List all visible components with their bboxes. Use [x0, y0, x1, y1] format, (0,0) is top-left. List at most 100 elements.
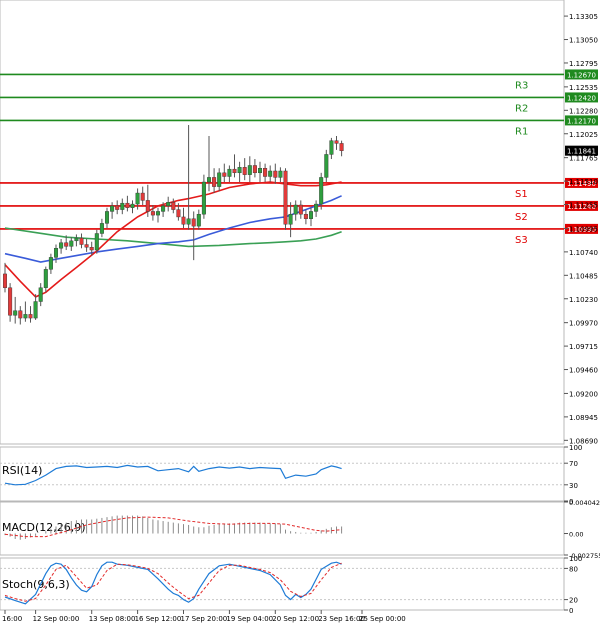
price-tick-label: 1.09460	[569, 367, 598, 375]
candle	[206, 136, 211, 192]
candle	[212, 168, 217, 194]
candle-body	[222, 172, 227, 177]
candlesticks	[3, 125, 344, 325]
level-price-label: 1.12670	[567, 71, 596, 79]
stoch-label: Stoch(9,6,3)	[2, 578, 70, 591]
level-price-label: 1.11490	[567, 180, 596, 188]
candle	[166, 196, 171, 212]
price-axis: 1.13305 1.13050 1.12795 1.12535 1.12280 1.120…	[564, 13, 598, 445]
macd-series	[4, 515, 343, 540]
rsi-tick-label: 70	[569, 460, 578, 468]
candle-body	[145, 200, 150, 212]
rsi-label: RSI(14)	[2, 464, 42, 477]
candle-body	[329, 140, 334, 155]
candle-body	[288, 213, 293, 225]
candle-body	[23, 314, 28, 319]
candle-body	[186, 218, 191, 225]
candle-body	[334, 140, 339, 144]
candle-body	[166, 202, 171, 207]
candle-body	[161, 205, 166, 212]
candle-body	[8, 287, 13, 316]
time-tick-label: 16:00	[2, 615, 22, 623]
candle	[125, 195, 130, 212]
price-tick-label: 1.11255	[569, 202, 598, 210]
level-label-r2: R2	[515, 103, 528, 114]
candle	[140, 186, 145, 205]
time-tick-label: 20 Sep 12:00	[272, 615, 319, 623]
candle	[155, 207, 160, 223]
price-tick-label: 1.09970	[569, 320, 598, 328]
candle	[309, 207, 314, 227]
stoch-d-line	[4, 562, 342, 602]
candle	[48, 253, 53, 274]
candle-body	[212, 177, 217, 187]
candle	[94, 229, 99, 254]
level-price-label: 1.11240	[567, 203, 596, 211]
candle	[252, 159, 257, 178]
candle	[33, 294, 38, 320]
candle-body	[59, 242, 64, 249]
candle	[28, 306, 33, 323]
price-tick-label: 1.10995	[569, 225, 598, 233]
level-label-r1: R1	[515, 126, 528, 137]
candle	[23, 301, 28, 322]
candle-body	[130, 203, 135, 208]
candle-body	[258, 168, 263, 174]
candle	[222, 163, 227, 183]
main-panel-frame	[0, 0, 565, 445]
candle	[99, 218, 104, 238]
candle	[196, 209, 201, 230]
level-label-r3: R3	[515, 80, 528, 91]
candle-body	[110, 205, 115, 212]
candle	[130, 200, 135, 214]
candle	[54, 244, 59, 263]
candle-body	[64, 242, 69, 247]
price-tick-label: 1.08945	[569, 414, 598, 422]
price-tick-label: 1.10740	[569, 249, 598, 257]
rsi-tick-label: 100	[569, 444, 582, 452]
candle	[217, 168, 222, 192]
candle	[334, 136, 339, 150]
candle-body	[18, 310, 23, 319]
level-price-label: 1.12420	[567, 94, 596, 102]
level-price-tag	[565, 92, 598, 103]
candle	[227, 165, 232, 183]
macd-tick-label: -0.002755	[569, 552, 600, 560]
price-tick-label: 1.09715	[569, 343, 598, 351]
candle-body	[314, 203, 319, 212]
candle-body	[155, 211, 160, 216]
level-label-s2: S2	[515, 212, 528, 223]
price-tick-label: 1.13050	[569, 37, 598, 45]
candle-body	[263, 168, 268, 177]
stoch-panel: Stoch(9,6,3)	[0, 557, 565, 611]
candle	[293, 200, 298, 221]
level-label-s3: S3	[515, 235, 528, 246]
candle-body	[227, 168, 232, 177]
main-price-panel	[0, 0, 565, 445]
rsi-series	[0, 462, 564, 486]
candle-body	[247, 165, 252, 175]
candle	[339, 140, 344, 157]
candle	[283, 168, 288, 230]
candle-body	[150, 211, 155, 216]
candle-body	[242, 167, 247, 175]
candle	[161, 202, 166, 217]
candle	[314, 200, 319, 217]
candle	[298, 200, 303, 219]
rsi-line	[4, 464, 342, 486]
candle	[79, 233, 84, 249]
candle	[150, 204, 155, 221]
candle-body	[140, 192, 145, 201]
candle	[18, 306, 23, 325]
stoch-series	[0, 561, 564, 605]
time-tick-label: 13 Sep 08:00	[89, 615, 136, 623]
candle-body	[293, 204, 298, 215]
candle	[273, 163, 278, 184]
candle	[288, 202, 293, 238]
candle	[319, 172, 324, 210]
stoch-tick-label: 20	[569, 597, 578, 605]
candle	[13, 296, 18, 324]
candle	[74, 234, 79, 247]
candle-body	[181, 216, 186, 225]
